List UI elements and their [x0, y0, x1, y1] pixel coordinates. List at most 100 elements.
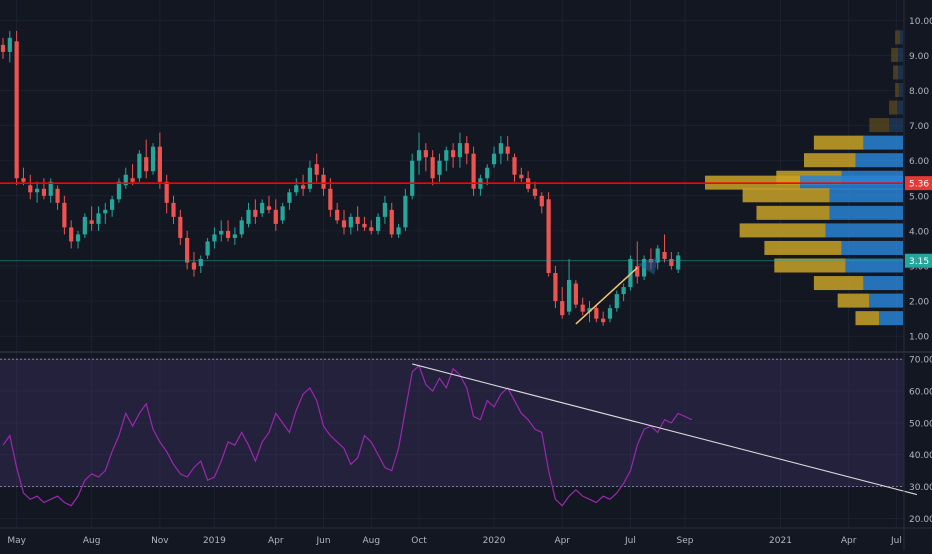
- time-tick-label: Jun: [316, 536, 331, 546]
- projection-triangle: [637, 257, 658, 275]
- candle-body: [260, 202, 265, 214]
- candle-body: [471, 153, 476, 189]
- candle-body: [273, 209, 278, 224]
- candle-body: [137, 153, 142, 179]
- candle-body: [464, 143, 469, 154]
- time-tick-label: May: [7, 536, 26, 546]
- candle-body: [553, 273, 558, 302]
- price-tick-label: 2.00: [909, 298, 929, 308]
- profile-bar-up: [825, 223, 903, 238]
- candle-body: [491, 153, 497, 165]
- rsi-tick-label: 50.00: [909, 419, 932, 429]
- time-tick-label: 2019: [203, 536, 226, 546]
- candle-body: [601, 318, 606, 323]
- last-price-badge: 3.15: [909, 257, 929, 267]
- candle-body: [607, 308, 613, 319]
- candle-body: [621, 287, 626, 295]
- candle-body: [300, 185, 306, 189]
- profile-bar-down: [837, 293, 870, 308]
- time-tick-label: Apr: [554, 536, 570, 546]
- candle-body: [55, 188, 60, 203]
- profile-bar-down: [813, 135, 864, 150]
- candle-body: [498, 143, 503, 154]
- candle-body: [28, 185, 33, 193]
- rsi-panel[interactable]: [0, 351, 932, 507]
- profile-bar-down: [764, 240, 842, 255]
- candle-body: [355, 216, 360, 224]
- candle-body: [171, 202, 176, 217]
- profile-bar-up: [898, 65, 903, 80]
- candle-body: [485, 167, 490, 179]
- candle-body: [48, 181, 53, 196]
- candle-body: [437, 160, 442, 175]
- candle-body: [144, 157, 149, 172]
- candle-body: [505, 146, 510, 154]
- price-tick-label: 10.00: [909, 17, 932, 27]
- candle-body: [348, 216, 353, 228]
- candle-body: [191, 262, 197, 270]
- candle-body: [164, 181, 169, 203]
- candle-body: [614, 294, 619, 309]
- candle-body: [157, 146, 162, 182]
- candle-body: [239, 220, 244, 235]
- candle-body: [669, 258, 674, 266]
- profile-bar-down: [895, 82, 900, 97]
- candle-body: [457, 143, 463, 158]
- profile-bar-up: [889, 118, 903, 133]
- time-tick-label: Sep: [677, 536, 694, 546]
- volume-profile: [705, 30, 903, 326]
- candle-body: [103, 209, 108, 214]
- candle-body: [7, 37, 12, 52]
- candle-body: [178, 216, 183, 238]
- price-overlays: [0, 182, 904, 325]
- candle-body: [62, 202, 67, 228]
- candle-body: [219, 230, 224, 235]
- candle-body: [382, 202, 388, 217]
- candle-body: [212, 234, 217, 242]
- time-tick-label: 2021: [769, 536, 792, 546]
- time-tick-label: Oct: [411, 536, 427, 546]
- rsi-band: [0, 359, 904, 487]
- candle-body: [266, 206, 272, 210]
- rsi-trendline: [412, 363, 918, 496]
- candle-body: [82, 216, 87, 235]
- candle-body: [641, 258, 647, 277]
- candles[interactable]: [0, 30, 681, 326]
- candle-body: [253, 209, 258, 217]
- time-tick-label: 2020: [483, 536, 506, 546]
- candle-body: [69, 227, 74, 242]
- candle-body: [451, 150, 456, 158]
- profile-bar-up: [845, 258, 903, 273]
- candle-body: [185, 237, 190, 263]
- candle-body: [566, 280, 572, 312]
- candle-body: [560, 301, 565, 316]
- profile-bar-down: [742, 188, 830, 203]
- profile-bar-down: [891, 47, 899, 62]
- candle-body: [410, 160, 415, 196]
- resistance-price-badge-bg: [905, 176, 932, 191]
- candle-body: [546, 199, 551, 274]
- candle-body: [662, 251, 667, 259]
- profile-bar-up: [863, 135, 903, 150]
- price-tick-label: 1.00: [909, 333, 929, 343]
- candle-body: [280, 206, 285, 221]
- profile-bar-up: [829, 188, 903, 203]
- candle-body: [369, 227, 374, 231]
- profile-bar-up: [879, 311, 903, 326]
- resistance-price-badge: 5.36: [909, 180, 929, 190]
- candle-body: [396, 227, 401, 235]
- candle-body: [130, 178, 135, 182]
- time-tick-label: Nov: [151, 536, 169, 546]
- rsi-line[interactable]: [2, 364, 693, 507]
- rsi-tick-label: 40.00: [909, 451, 932, 461]
- candle-body: [287, 192, 292, 203]
- profile-bar-down: [774, 258, 846, 273]
- candle-body: [539, 195, 544, 207]
- candle-body: [676, 255, 681, 270]
- profile-bar-up: [900, 30, 903, 45]
- profile-bar-down: [813, 276, 864, 291]
- profile-bar-down: [889, 100, 898, 115]
